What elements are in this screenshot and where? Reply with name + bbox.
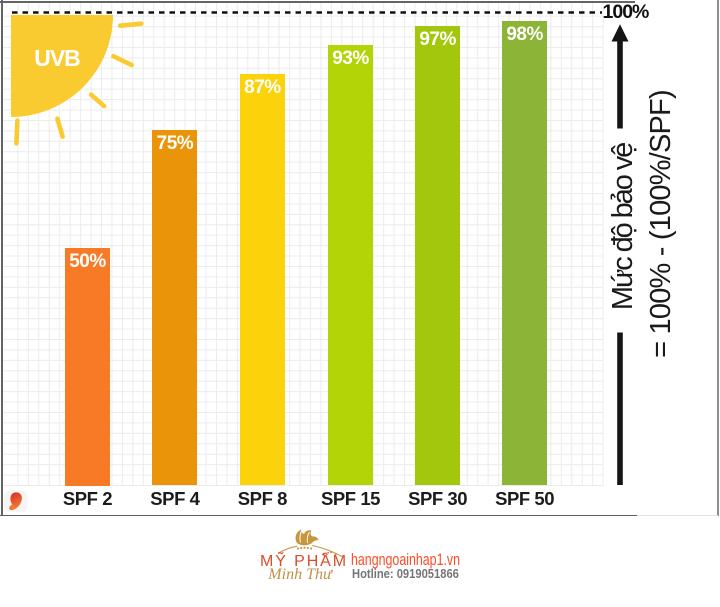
svg-text:UVB: UVB — [34, 45, 80, 71]
